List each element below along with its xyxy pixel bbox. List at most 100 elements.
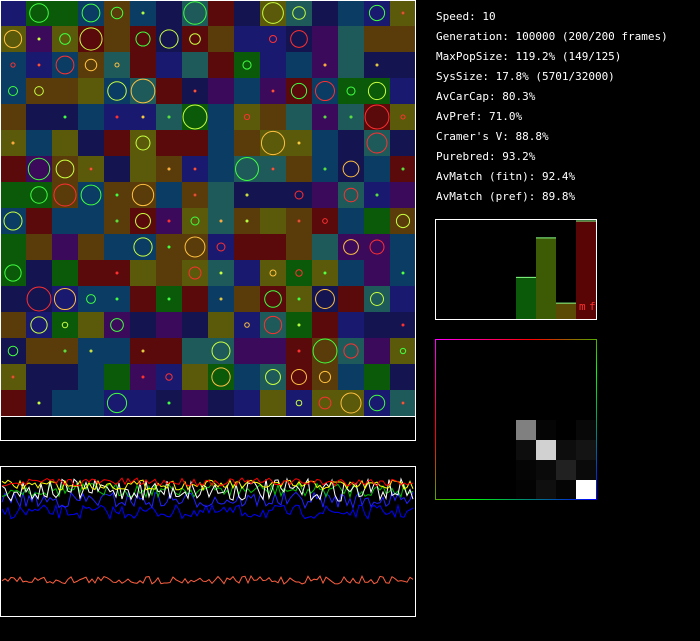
tile xyxy=(260,208,286,234)
heat-cell xyxy=(456,340,476,360)
tile xyxy=(312,182,338,208)
tile xyxy=(78,364,104,390)
creature xyxy=(295,399,303,407)
creature xyxy=(290,30,308,48)
stat-line: SysSize: 17.8% (5701/32000) xyxy=(436,70,615,83)
tile xyxy=(0,182,26,208)
tile xyxy=(338,26,364,52)
tile xyxy=(338,286,364,312)
plot-border xyxy=(0,466,416,617)
world-grid xyxy=(0,0,416,416)
heat-cell xyxy=(456,400,476,420)
heat-cell xyxy=(576,480,596,500)
tile xyxy=(130,260,156,286)
heat-cell xyxy=(496,340,516,360)
tile xyxy=(234,338,260,364)
heat-cell xyxy=(536,460,556,480)
tile xyxy=(182,104,208,130)
tile xyxy=(130,52,156,78)
heat-cell xyxy=(456,360,476,380)
tile xyxy=(78,78,104,104)
creature xyxy=(265,369,281,385)
tile xyxy=(0,286,26,312)
creature xyxy=(30,316,48,334)
stat-line: AvMatch (fitn): 92.4% xyxy=(436,170,575,183)
creature xyxy=(244,322,250,328)
creature xyxy=(3,29,23,49)
heat-cell xyxy=(536,400,556,420)
tile xyxy=(286,182,312,208)
creature xyxy=(110,318,124,332)
creature xyxy=(182,104,208,130)
tile xyxy=(26,286,52,312)
tile xyxy=(0,156,26,182)
tile xyxy=(130,286,156,312)
histogram-bar xyxy=(556,303,576,319)
creature xyxy=(3,211,23,231)
tile xyxy=(312,0,338,26)
creature xyxy=(342,160,360,178)
heat-cell xyxy=(456,380,476,400)
heat-cell xyxy=(516,460,536,480)
tile xyxy=(78,130,104,156)
creature xyxy=(346,86,356,96)
tile xyxy=(364,312,390,338)
tile xyxy=(234,286,260,312)
tile xyxy=(182,26,208,52)
tile xyxy=(0,78,26,104)
tile xyxy=(312,130,338,156)
heat-cell xyxy=(496,440,516,460)
tile xyxy=(130,78,156,104)
tile xyxy=(364,156,390,182)
heat-cell xyxy=(556,360,576,380)
tile xyxy=(364,0,390,26)
tile xyxy=(26,312,52,338)
creature xyxy=(292,6,306,20)
heat-cell xyxy=(436,480,456,500)
creature xyxy=(297,219,301,223)
creature xyxy=(27,157,51,181)
tile xyxy=(260,182,286,208)
creature xyxy=(323,271,327,275)
tile xyxy=(260,234,286,260)
tile xyxy=(234,156,260,182)
tile xyxy=(364,78,390,104)
tile xyxy=(182,234,208,260)
heat-cell xyxy=(536,340,556,360)
tile xyxy=(156,182,182,208)
world-border xyxy=(0,0,416,417)
creature xyxy=(61,321,69,329)
tile xyxy=(78,390,104,416)
tile xyxy=(234,234,260,260)
tile xyxy=(52,260,78,286)
creature xyxy=(401,401,405,405)
heat-cell xyxy=(516,360,536,380)
creature xyxy=(190,216,200,226)
tile xyxy=(338,234,364,260)
tile xyxy=(312,338,338,364)
tile xyxy=(364,286,390,312)
creature xyxy=(11,141,15,145)
tile xyxy=(182,0,208,26)
creature xyxy=(189,33,201,45)
heat-cell xyxy=(556,400,576,420)
creature xyxy=(297,297,301,301)
tile xyxy=(208,0,234,26)
tile xyxy=(234,312,260,338)
creature xyxy=(130,78,156,104)
tile xyxy=(234,104,260,130)
tile xyxy=(130,182,156,208)
heat-cell xyxy=(456,440,476,460)
creature xyxy=(63,115,67,119)
tile xyxy=(234,26,260,52)
tile xyxy=(104,338,130,364)
creature xyxy=(115,271,119,275)
stat-line: MaxPopSize: 119.2% (149/125) xyxy=(436,50,621,63)
creature xyxy=(53,183,77,207)
heat-cell xyxy=(516,420,536,440)
tile xyxy=(182,130,208,156)
creature xyxy=(290,82,308,100)
tile xyxy=(312,364,338,390)
tile xyxy=(312,390,338,416)
tile xyxy=(52,390,78,416)
